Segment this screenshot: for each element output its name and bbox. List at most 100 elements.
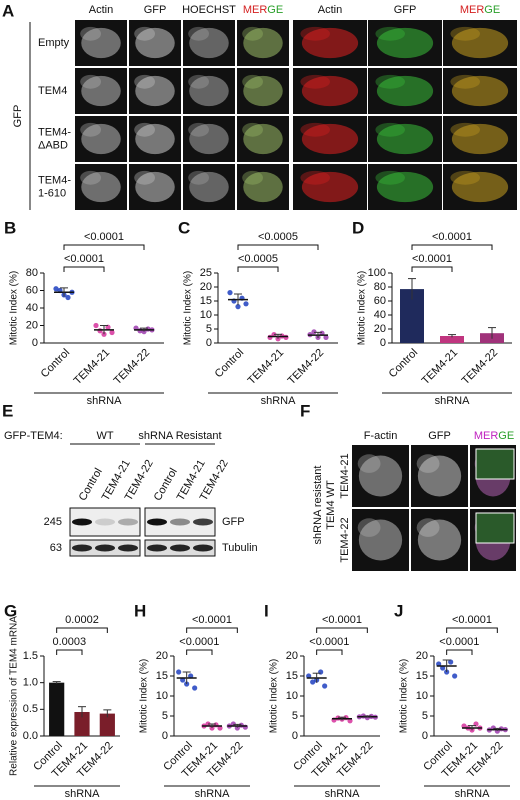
cell xyxy=(81,75,121,107)
y-tick-label: 0 xyxy=(32,337,38,349)
cell xyxy=(416,454,440,473)
cell xyxy=(243,123,283,155)
cell xyxy=(134,122,156,137)
band xyxy=(170,518,190,526)
data-point xyxy=(452,673,458,679)
y-tick-label: 5 xyxy=(162,710,168,722)
zoom-header-part: GE xyxy=(484,4,500,16)
cell xyxy=(358,519,403,561)
cell xyxy=(134,170,156,185)
marker-label: 63 xyxy=(50,542,62,554)
cell xyxy=(80,170,101,185)
y-axis-label: Relative expression of TEM4 mRNA xyxy=(9,616,20,776)
x-tick-label: Control xyxy=(387,347,421,381)
x-tick-label: Control xyxy=(39,347,73,381)
cell xyxy=(375,74,406,89)
significance-label: 0.0003 xyxy=(53,636,87,648)
cell xyxy=(301,171,359,203)
cell xyxy=(300,26,331,41)
data-point xyxy=(227,290,233,296)
y-axis-label: Mitotic Index (%) xyxy=(399,659,410,733)
data-point xyxy=(322,683,328,689)
cell xyxy=(301,123,359,155)
panel-letter: E xyxy=(2,401,13,420)
panel-letter: D xyxy=(352,218,364,237)
row-label: TEM4 xyxy=(38,85,67,97)
y-tick-label: 40 xyxy=(374,309,386,321)
band xyxy=(193,544,213,552)
column-header: GFP xyxy=(144,4,167,16)
significance-label: <0.0001 xyxy=(452,614,492,626)
cell xyxy=(242,122,263,137)
significance-label: <0.0001 xyxy=(84,231,124,243)
side-label: TEM4 WT xyxy=(325,480,337,530)
cell xyxy=(135,171,175,203)
significance-label: <0.0005 xyxy=(258,231,298,243)
cell xyxy=(376,75,434,107)
row-label: TEM4-21 xyxy=(339,453,351,498)
y-tick-label: 10 xyxy=(286,690,298,702)
column-header: MERGE xyxy=(474,430,514,442)
cell xyxy=(358,455,403,497)
cell xyxy=(417,519,462,561)
cell xyxy=(189,75,229,107)
y-tick-label: 5 xyxy=(422,710,428,722)
y-tick-label: 60 xyxy=(26,284,38,296)
significance-bracket xyxy=(63,244,145,250)
row-label: 1-610 xyxy=(38,187,66,199)
data-point xyxy=(235,304,241,310)
band xyxy=(118,518,138,526)
significance-label: <0.0001 xyxy=(322,614,362,626)
significance-bracket xyxy=(411,266,453,272)
row-label: TEM4-22 xyxy=(339,517,351,562)
cell xyxy=(243,27,283,59)
x-axis-label: shRNA xyxy=(325,788,361,800)
row-label: ΔABD xyxy=(38,139,68,151)
significance-label: <0.0001 xyxy=(64,253,104,265)
significance-label: <0.0005 xyxy=(238,253,278,265)
column-header: Actin xyxy=(89,4,113,16)
significance-label: <0.0001 xyxy=(439,636,479,648)
data-point xyxy=(448,659,454,665)
x-axis-label: shRNA xyxy=(65,788,101,800)
band xyxy=(170,544,190,552)
y-axis-label: Mitotic Index (%) xyxy=(139,659,150,733)
cell xyxy=(301,75,359,107)
cell xyxy=(188,74,210,89)
band xyxy=(118,544,138,552)
x-tick-label: TEM4-21 xyxy=(72,347,112,387)
y-tick-label: 5 xyxy=(292,710,298,722)
y-axis-label: Mitotic Index (%) xyxy=(183,271,194,345)
y-tick-label: 25 xyxy=(200,267,212,279)
cell xyxy=(135,75,175,107)
x-axis-label: shRNA xyxy=(195,788,231,800)
column-header-part: GE xyxy=(498,430,514,442)
zoom-header: Actin xyxy=(318,4,342,16)
cell xyxy=(134,26,156,41)
cell xyxy=(134,74,156,89)
band xyxy=(147,518,167,526)
column-header: GFP xyxy=(428,430,451,442)
data-point xyxy=(53,286,59,292)
band xyxy=(95,518,115,526)
cell xyxy=(376,123,434,155)
x-tick-label: TEM4-22 xyxy=(460,347,500,387)
y-tick-label: 10 xyxy=(200,309,212,321)
significance-bracket xyxy=(316,649,343,655)
y-tick-label: 20 xyxy=(156,650,168,662)
cell xyxy=(417,455,462,497)
significance-bracket xyxy=(186,627,238,633)
band xyxy=(193,518,213,526)
x-tick-label: Control xyxy=(213,347,247,381)
bar xyxy=(74,712,90,736)
y-tick-label: 0 xyxy=(380,337,386,349)
side-label: GFP xyxy=(12,105,24,128)
cell xyxy=(451,75,509,107)
significance-bracket xyxy=(316,627,368,633)
y-tick-label: 100 xyxy=(368,267,386,279)
data-point xyxy=(243,301,249,307)
marker-label: 245 xyxy=(44,516,62,528)
group-label: shRNA Resistant xyxy=(138,430,221,442)
band xyxy=(72,544,92,552)
bar xyxy=(440,336,464,343)
